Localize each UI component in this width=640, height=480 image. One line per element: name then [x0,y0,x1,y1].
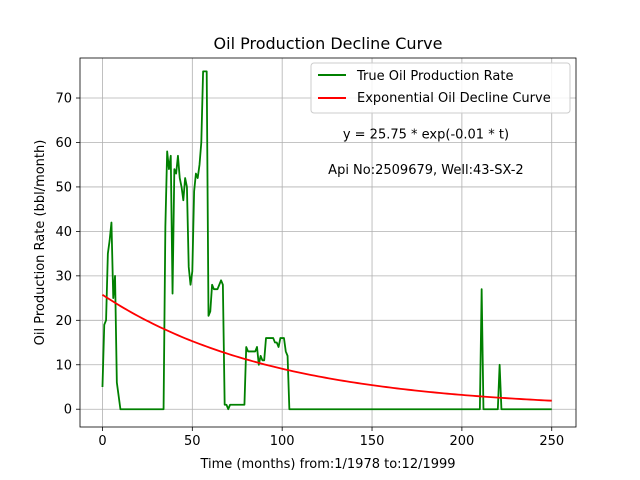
legend: True Oil Production Rate Exponential Oil… [310,62,571,114]
axes-frame [79,57,577,428]
x-tick-label: 150 [360,434,385,449]
equation-annotation: y = 25.75 * exp(-0.01 * t) [343,128,509,143]
chart-title: Oil Production Decline Curve [214,34,443,53]
y-tick-label: 60 [55,136,72,151]
y-axis-label: Oil Production Rate (bbl/month) [33,140,48,346]
exponential-decline-curve-line [101,293,552,402]
x-axis-label: Time (months) from:1/1978 to:12/1999 [199,457,455,472]
axis-ticks: 0 50 100 150 200 250 0 10 20 30 40 50 60 70 [55,92,564,449]
x-tick-label: 50 [184,434,201,449]
y-tick-label: 10 [55,358,72,373]
y-tick-label: 0 [64,403,72,418]
y-tick-label: 30 [55,269,72,284]
x-tick-label: 100 [270,434,295,449]
true-production-rate-line [101,70,552,411]
y-tick-label: 40 [55,225,72,240]
legend-label-true-rate: True Oil Production Rate [356,69,513,84]
legend-label-exponential-curve: Exponential Oil Decline Curve [357,91,551,106]
legend-box [310,62,571,114]
x-tick-label: 250 [539,434,564,449]
y-tick-label: 20 [55,314,72,329]
plot-series [101,70,552,411]
y-tick-label: 50 [55,180,72,195]
well-id-annotation: Api No:2509679, Well:43-SX-2 [328,163,524,178]
x-tick-label: 200 [449,434,474,449]
x-tick-label: 0 [98,434,106,449]
y-tick-label: 70 [55,92,72,107]
